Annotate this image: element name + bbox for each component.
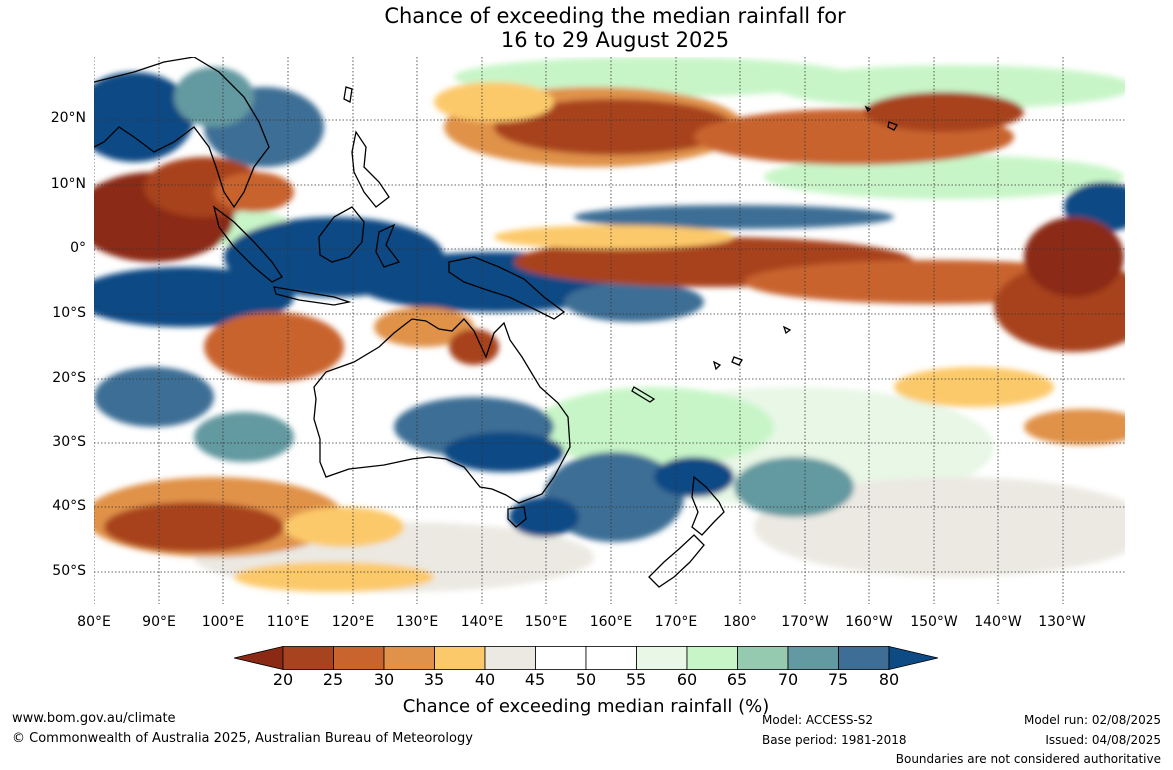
lat-label-10n: 10°N — [50, 176, 86, 192]
tasmania-coastline — [507, 506, 527, 528]
se-asia-coastline — [94, 57, 270, 209]
probability-shading — [94, 57, 1125, 592]
colorbar-cell — [383, 646, 435, 670]
lon-label-140e: 140°E — [460, 614, 504, 630]
australia-coastline — [313, 318, 571, 504]
map-svg — [94, 57, 1125, 604]
lat-label-20n: 20°N — [50, 110, 86, 126]
colorbar-tick-75: 75 — [827, 670, 849, 689]
lon-label-170e: 170°E — [654, 614, 698, 630]
model-run-date: Model run: 02/08/2025 — [1023, 713, 1161, 727]
rainfall-probability-map — [94, 57, 1125, 604]
colorbar-tick-55: 55 — [625, 670, 647, 689]
philippines-coastline — [351, 130, 390, 208]
new-guinea-coastline — [448, 256, 566, 320]
lon-label-90e: 90°E — [142, 614, 176, 630]
issued-date: Issued: 04/08/2025 — [1045, 733, 1161, 747]
boundaries-disclaimer: Boundaries are not considered authoritat… — [895, 752, 1161, 766]
colorbar-tick-25: 25 — [322, 670, 344, 689]
colorbar-cell — [333, 646, 385, 670]
colorbar-tick-50: 50 — [575, 670, 597, 689]
colorbar-cell — [636, 646, 688, 670]
lon-label-180: 180° — [723, 614, 757, 630]
colorbar-cell — [686, 646, 738, 670]
colorbar-title: Chance of exceeding median rainfall (%) — [402, 696, 770, 717]
new-caledonia-coastline — [631, 386, 656, 403]
lon-label-140w: 140°W — [974, 614, 1022, 630]
colorbar-cells — [234, 646, 938, 670]
lon-label-170w: 170°W — [781, 614, 829, 630]
colorbar-tick-45: 45 — [524, 670, 546, 689]
colorbar-tick-80: 80 — [878, 670, 900, 689]
colorbar-cell — [737, 646, 789, 670]
lon-label-160e: 160°E — [589, 614, 633, 630]
fiji-coastline — [731, 356, 743, 366]
nz-south-island-coastline — [648, 534, 705, 588]
lon-label-150e: 150°E — [524, 614, 568, 630]
colorbar-cell — [535, 646, 587, 670]
lat-label-10s: 10°S — [52, 305, 86, 321]
java-coastline — [273, 286, 352, 306]
colorbar-cell — [585, 646, 637, 670]
base-period: Base period: 1981-2018 — [762, 733, 907, 747]
lat-label-50s: 50°S — [52, 563, 86, 579]
colorbar-tick-70: 70 — [777, 670, 799, 689]
lat-label-0: 0° — [70, 240, 86, 256]
copyright-text: © Commonwealth of Australia 2025, Austra… — [12, 731, 473, 746]
colorbar-cell — [838, 646, 890, 670]
lon-label-120e: 120°E — [331, 614, 375, 630]
colorbar-tick-65: 65 — [726, 670, 748, 689]
lat-label-20s: 20°S — [52, 370, 86, 386]
lon-label-130e: 130°E — [395, 614, 439, 630]
lat-label-40s: 40°S — [52, 498, 86, 514]
sulawesi-coastline — [375, 223, 401, 268]
colorbar-tick-35: 35 — [423, 670, 445, 689]
taiwan-coastline — [343, 86, 353, 103]
colorbar-tick-60: 60 — [676, 670, 698, 689]
lon-label-110e: 110°E — [266, 614, 310, 630]
lon-label-150w: 150°W — [910, 614, 958, 630]
colorbar-extend-high — [888, 646, 938, 670]
model-name: Model: ACCESS-S2 — [762, 713, 874, 727]
colorbar-cell — [484, 646, 536, 670]
colorbar-tick-20: 20 — [272, 670, 294, 689]
colorbar-legend — [234, 646, 938, 670]
website-link[interactable]: www.bom.gov.au/climate — [12, 711, 176, 726]
colorbar-extend-low — [234, 646, 284, 670]
colorbar-cell — [434, 646, 486, 670]
map-title: Chance of exceeding the median rainfall … — [0, 4, 1173, 52]
map-title-line2: 16 to 29 August 2025 — [500, 28, 730, 52]
colorbar-tick-30: 30 — [373, 670, 395, 689]
map-title-line1: Chance of exceeding the median rainfall … — [384, 4, 846, 28]
coastlines — [94, 57, 898, 588]
nz-north-island-coastline — [691, 475, 725, 536]
sumatra-coastline — [212, 205, 283, 283]
colorbar-cell — [282, 646, 334, 670]
lon-label-80e: 80°E — [77, 614, 111, 630]
lon-label-100e: 100°E — [201, 614, 245, 630]
hawaii-coastline — [887, 121, 898, 131]
colorbar-cell — [787, 646, 839, 670]
colorbar-tick-40: 40 — [474, 670, 496, 689]
graticule — [94, 57, 1125, 604]
lon-label-160w: 160°W — [845, 614, 893, 630]
lon-label-130w: 130°W — [1038, 614, 1086, 630]
lat-label-30s: 30°S — [52, 434, 86, 450]
borneo-coastline — [318, 206, 365, 263]
